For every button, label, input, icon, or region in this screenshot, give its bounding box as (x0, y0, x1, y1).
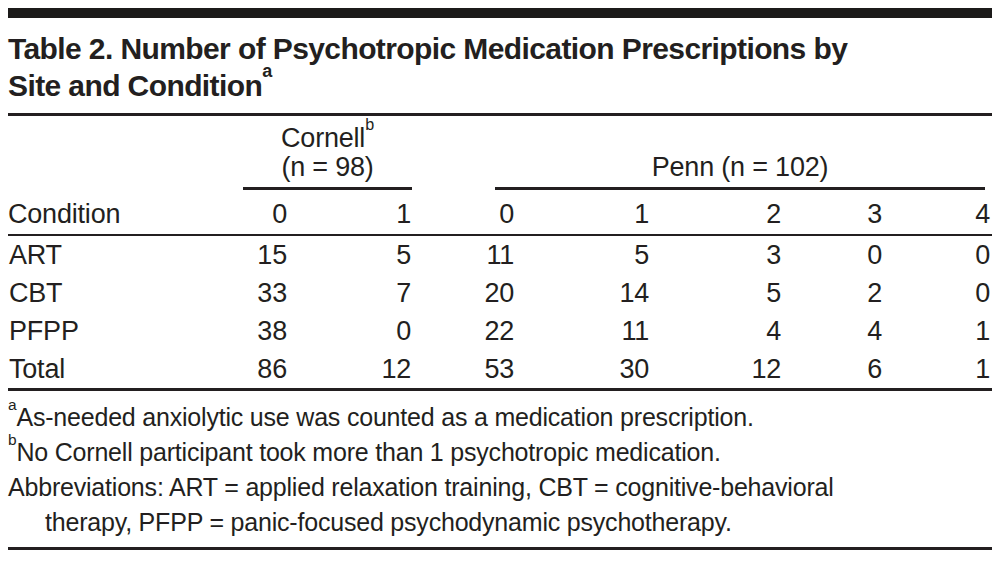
group-header-penn: Penn (n = 102) (495, 153, 985, 190)
column-header-penn-0: 0 (413, 191, 516, 235)
cell: 38 (233, 312, 289, 350)
group-header-penn-cell: Penn (n = 102) (413, 116, 992, 191)
cell: 12 (289, 350, 413, 390)
row-label: Total (8, 350, 233, 390)
table-row-art: ART 15 5 11 5 3 0 0 (8, 235, 992, 274)
column-header-cornell-0: 0 (233, 191, 289, 235)
cornell-n: (n = 98) (243, 153, 412, 182)
group-header-spacer (8, 116, 233, 191)
table-title: Table 2. Number of Psychotropic Medicati… (8, 30, 992, 104)
cell: 0 (884, 235, 992, 274)
title-line1: Table 2. Number of Psychotropic Medicati… (8, 30, 992, 67)
cell: 4 (651, 312, 783, 350)
table-row-pfpp: PFPP 38 0 22 11 4 4 1 (8, 312, 992, 350)
column-header-penn-4: 4 (884, 191, 992, 235)
top-rule (8, 8, 992, 18)
cell: 12 (651, 350, 783, 390)
column-header-penn-1: 1 (516, 191, 651, 235)
cell: 4 (783, 312, 884, 350)
column-header-penn-2: 2 (651, 191, 783, 235)
table-row-cbt: CBT 33 7 20 14 5 2 0 (8, 274, 992, 312)
table-row-total: Total 86 12 53 30 12 6 1 (8, 350, 992, 390)
cell: 3 (651, 235, 783, 274)
footnote-b: bNo Cornell participant took more than 1… (8, 435, 992, 470)
footnote-a-marker: a (8, 396, 16, 413)
column-header-cornell-1: 1 (289, 191, 413, 235)
cell: 53 (413, 350, 516, 390)
footnote-b-text: No Cornell participant took more than 1 … (16, 438, 720, 466)
cell: 7 (289, 274, 413, 312)
row-label: PFPP (8, 312, 233, 350)
cell: 6 (783, 350, 884, 390)
cell: 86 (233, 350, 289, 390)
cell: 30 (516, 350, 651, 390)
title-footnote-marker: a (262, 61, 271, 81)
cell: 0 (884, 274, 992, 312)
cell: 2 (783, 274, 884, 312)
cell: 15 (233, 235, 289, 274)
footnote-a: aAs-needed anxiolytic use was counted as… (8, 400, 992, 435)
cell: 5 (289, 235, 413, 274)
group-header-cornell: Cornellb (n = 98) (243, 124, 412, 190)
column-header-condition: Condition (8, 191, 233, 235)
penn-label: Penn (n = 102) (652, 152, 829, 182)
cell: 22 (413, 312, 516, 350)
cell: 20 (413, 274, 516, 312)
cell: 0 (289, 312, 413, 350)
cell: 11 (413, 235, 516, 274)
cell: 11 (516, 312, 651, 350)
cornell-label: Cornellb (243, 124, 412, 153)
cornell-name: Cornell (281, 123, 365, 153)
group-header-row: Cornellb (n = 98) Penn (n = 102) (8, 116, 992, 191)
cell: 0 (783, 235, 884, 274)
title-line2-text: Site and Condition (8, 69, 262, 102)
title-line2: Site and Conditiona (8, 67, 992, 104)
row-label: CBT (8, 274, 233, 312)
footnote-b-marker: b (8, 431, 16, 448)
footnotes: aAs-needed anxiolytic use was counted as… (8, 391, 992, 540)
abbreviations-line1: Abbreviations: ART = applied relaxation … (8, 473, 834, 501)
cell: 33 (233, 274, 289, 312)
table-figure: Table 2. Number of Psychotropic Medicati… (8, 8, 992, 550)
cell: 1 (884, 312, 992, 350)
cell: 5 (516, 235, 651, 274)
group-header-cornell-cell: Cornellb (n = 98) (233, 116, 413, 191)
cornell-footnote-marker: b (365, 115, 374, 133)
row-label: ART (8, 235, 233, 274)
abbreviations-line2: therapy, PFPP = panic-focused psychodyna… (45, 508, 732, 536)
column-header-row: Condition 0 1 0 1 2 3 4 (8, 191, 992, 235)
footnote-a-text: As-needed anxiolytic use was counted as … (16, 403, 753, 431)
bottom-rule (8, 547, 992, 550)
column-header-penn-3: 3 (783, 191, 884, 235)
cell: 1 (884, 350, 992, 390)
prescriptions-table: Cornellb (n = 98) Penn (n = 102) Conditi… (8, 116, 992, 391)
cell: 14 (516, 274, 651, 312)
cell: 5 (651, 274, 783, 312)
footnote-abbreviations: Abbreviations: ART = applied relaxation … (8, 470, 992, 540)
